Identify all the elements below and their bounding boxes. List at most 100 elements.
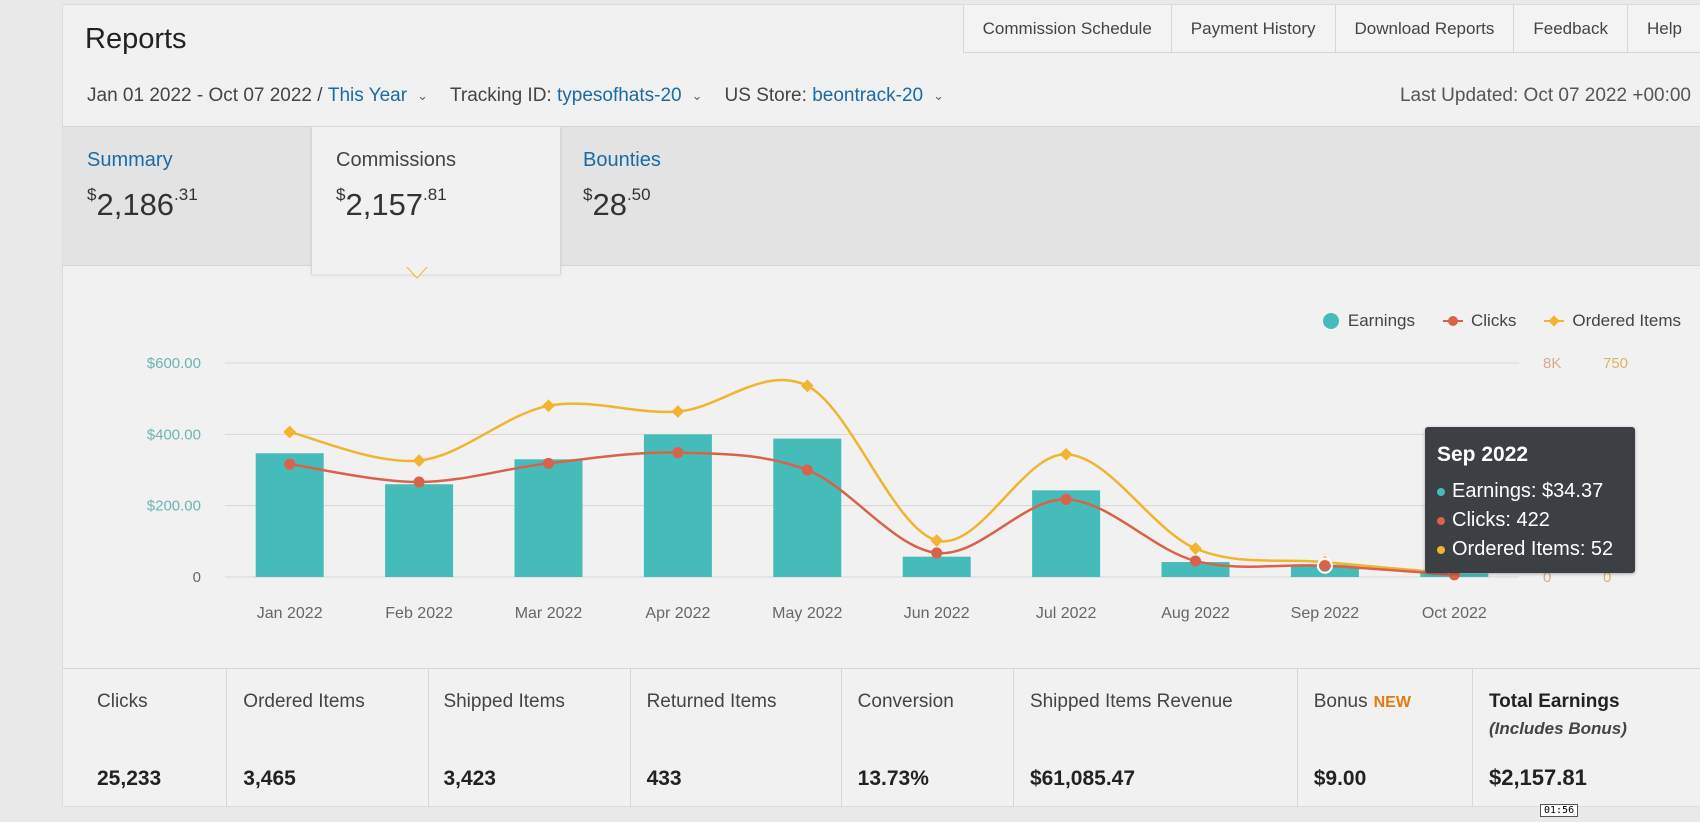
period-dropdown[interactable]: This Year	[327, 85, 408, 106]
stat-label: Returned Items	[646, 691, 777, 712]
active-tab-caret	[404, 265, 430, 279]
clicks-dot-icon	[1437, 516, 1445, 525]
clicks-point	[672, 447, 684, 459]
new-badge: NEW	[1373, 694, 1411, 711]
clicks-point	[801, 464, 813, 476]
earnings-dot-icon	[1322, 313, 1339, 329]
tab-summary-value: $2,186.31	[87, 185, 198, 222]
ordered-line-icon	[1544, 315, 1565, 327]
legend-ordered-label: Ordered Items	[1572, 311, 1681, 330]
chart-tooltip: Sep 2022 Earnings: $34.37 Clicks: 422 Or…	[1425, 427, 1635, 573]
x-tick-label: Aug 2022	[1161, 605, 1230, 622]
ordered-dot-icon	[1437, 545, 1445, 554]
clicks-point	[413, 476, 425, 488]
nav-help[interactable]: Help	[1647, 19, 1682, 38]
ordered-items-line	[289, 378, 1455, 575]
clicks-point	[1060, 493, 1072, 505]
tooltip-ordered: Ordered Items: 52	[1437, 538, 1613, 561]
clicks-point	[284, 458, 296, 470]
nav-commission-schedule[interactable]: Commission Schedule	[964, 5, 1172, 52]
top-nav: Commission Schedule Payment History Down…	[962, 5, 1700, 53]
nav-payment-history[interactable]: Payment History	[1172, 5, 1336, 52]
x-tick-label: Jan 2022	[257, 605, 323, 622]
legend-ordered[interactable]: Ordered Items	[1544, 311, 1681, 331]
stat-value: 3,465	[243, 767, 296, 790]
tooltip-title: Sep 2022	[1437, 443, 1529, 466]
x-tick-label: Oct 2022	[1422, 605, 1487, 622]
hover-highlight	[1316, 557, 1333, 574]
earnings-bar	[514, 459, 583, 577]
stat-value: $9.00	[1313, 767, 1367, 790]
tooltip-earnings: Earnings: $34.37	[1437, 480, 1603, 503]
stat-clicks: Clicks 25,233	[63, 669, 228, 807]
tab-commissions-value: $2,157.81	[336, 185, 447, 222]
date-range: Jan 01 2022 - Oct 07 2022 /	[87, 85, 323, 106]
tooltip-clicks: Clicks: 422	[1437, 509, 1550, 532]
legend-earnings[interactable]: Earnings	[1322, 311, 1415, 331]
earnings-bar	[1161, 562, 1230, 577]
legend-clicks-label: Clicks	[1471, 311, 1517, 330]
stat-bonus: Bonus NEW $9.00	[1298, 669, 1473, 807]
stats-bar: Clicks 25,233 Ordered Items 3,465 Shippe…	[63, 668, 1700, 807]
tracking-id-dropdown[interactable]: typesofhats-20	[556, 85, 682, 106]
ordered-items-point	[412, 454, 426, 467]
nav-download-reports[interactable]: Download Reports	[1336, 5, 1515, 52]
stat-label: Conversion	[857, 691, 954, 712]
stat-label: Shipped Items	[443, 691, 565, 712]
nav-feedback[interactable]: Feedback	[1514, 5, 1629, 52]
stat-label: Total Earnings	[1488, 691, 1620, 712]
stat-label: Shipped Items Revenue	[1029, 691, 1233, 712]
x-tick-label: May 2022	[772, 605, 842, 622]
tab-summary-label: Summary	[87, 149, 173, 171]
tracking-label: Tracking ID:	[449, 85, 552, 106]
ordered-items-point	[671, 405, 685, 418]
clicks-point	[1190, 555, 1201, 567]
tab-bounties-label: Bounties	[583, 149, 661, 171]
ordered-items-point	[930, 534, 944, 547]
stat-value: 3,423	[443, 767, 496, 790]
ordered-items-point	[1059, 447, 1073, 461]
clicks-line-icon	[1443, 316, 1463, 326]
y-tick-left: 0	[193, 569, 201, 586]
tab-commissions[interactable]: Commissions $2,157.81	[311, 127, 561, 274]
last-updated: Last Updated: Oct 07 2022 +00:00	[1399, 85, 1691, 106]
ordered-items-point	[1189, 542, 1202, 555]
x-tick-label: Apr 2022	[645, 605, 710, 622]
chevron-down-icon[interactable]: ⌄	[417, 88, 428, 103]
stat-value: 25,233	[97, 767, 162, 790]
tab-commissions-label: Commissions	[336, 149, 457, 171]
earnings-bar	[902, 556, 971, 577]
stat-shipped-items: Shipped Items 3,423	[429, 669, 631, 807]
x-tick-label: Feb 2022	[385, 605, 453, 622]
legend-clicks[interactable]: Clicks	[1443, 311, 1516, 331]
tab-bounties[interactable]: Bounties $28.50	[559, 127, 807, 265]
y-tick-right-ordered: 750	[1603, 355, 1628, 372]
tab-summary[interactable]: Summary $2,186.31	[63, 127, 311, 265]
chevron-down-icon[interactable]: ⌄	[933, 88, 944, 103]
stat-label: Clicks	[97, 691, 148, 712]
stat-label: Bonus NEW	[1313, 691, 1411, 712]
y-tick-right-clicks: 8K	[1543, 355, 1561, 372]
legend-earnings-label: Earnings	[1347, 311, 1415, 330]
stat-total-earnings: Total Earnings (Includes Bonus) $2,157.8…	[1473, 669, 1700, 807]
chart-legend: Earnings Clicks Ordered Items	[1294, 311, 1681, 331]
store-dropdown[interactable]: beontrack-20	[812, 85, 924, 106]
y-tick-left: $600.00	[147, 355, 201, 372]
tab-bounties-value: $28.50	[583, 185, 651, 222]
page-title: Reports	[85, 23, 187, 55]
x-tick-label: Jul 2022	[1036, 605, 1097, 622]
clicks-point	[931, 547, 943, 559]
clicks-point	[543, 457, 554, 469]
stat-value: 433	[646, 767, 682, 790]
ordered-items-point	[800, 379, 814, 393]
stat-value: $61,085.47	[1029, 767, 1136, 790]
y-tick-right-ordered: 0	[1603, 569, 1611, 586]
y-tick-right-clicks: 0	[1543, 569, 1551, 586]
video-timestamp: 01:56	[1540, 804, 1579, 817]
chevron-down-icon[interactable]: ⌄	[691, 88, 703, 103]
filter-bar: Jan 01 2022 - Oct 07 2022 / This Year ⌄ …	[87, 85, 966, 107]
stat-value: $2,157.81	[1488, 765, 1587, 790]
ordered-items-point	[283, 425, 297, 439]
clicks-point	[1319, 560, 1331, 572]
clicks-line	[289, 451, 1455, 577]
